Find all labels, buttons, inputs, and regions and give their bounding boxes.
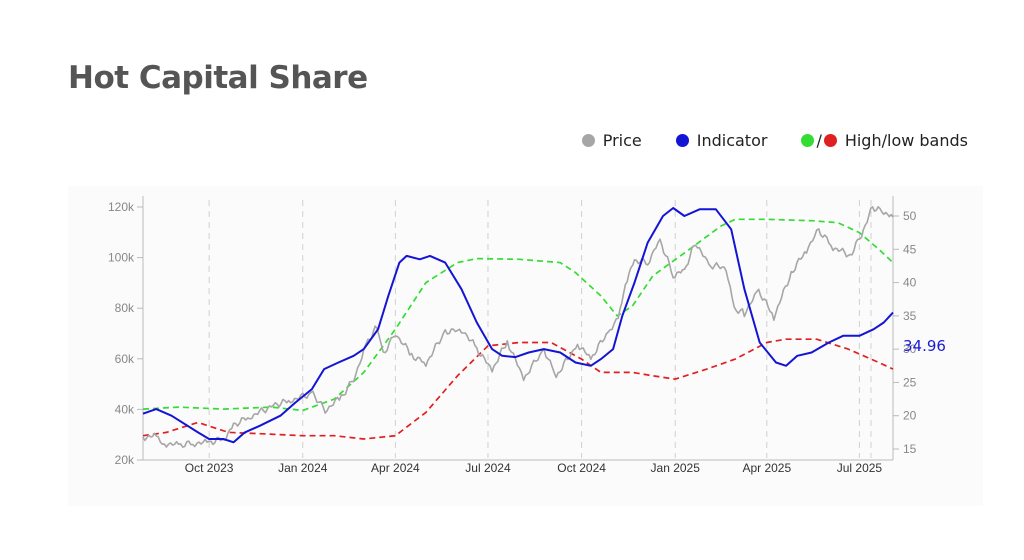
low-band-dot-icon [823,134,837,147]
page-title: Hot Capital Share [68,60,368,96]
series-line-high-band [142,218,894,412]
chart-panel [68,186,983,506]
y-right-tick-label: 50 [903,209,917,223]
legend-price-label: Price [602,131,642,150]
series-line-price [142,206,894,448]
y-right-tick-label: 45 [903,242,917,256]
price-dot-icon [581,134,595,147]
series-line-indicator [142,207,894,444]
high-band-dot-icon [801,134,815,147]
y-left-tick-label: 40k [115,402,135,416]
legend-bands-label: High/low bands [844,131,968,150]
y-left-tick-label: 100k [108,251,135,265]
legend-indicator-label: Indicator [696,131,768,150]
y-left-tick-label: 60k [115,352,135,366]
legend-price[interactable]: Price [581,131,642,150]
y-right-tick-label: 15 [903,442,917,456]
series-line-low-band [142,338,894,440]
x-tick-label: Jan 2024 [278,461,328,475]
legend-bands[interactable]: / High/low bands [801,131,968,150]
x-tick-label: Apr 2024 [371,461,420,475]
chart-grid [208,200,872,458]
y-left-tick-label: 80k [115,301,135,315]
y-right-tick-label: 35 [903,309,917,323]
x-tick-label: Apr 2025 [742,461,791,475]
chart-labels: Oct 2023 Jan 2024 Apr 2024 Jul 2024 Oct 2024… [108,200,946,475]
legend-bands-separator: / [816,131,822,150]
chart-series [142,206,894,448]
last-value-label: 34.96 [903,337,946,355]
y-left-tick-label: 20k [115,453,135,467]
y-right-tick-label: 20 [903,409,917,423]
x-tick-label: Jan 2025 [651,461,701,475]
chart-axes [137,196,899,461]
y-right-tick-label: 30 [903,342,917,356]
chart-legend: Price Indicator / High/low bands [548,131,968,150]
indicator-dot-icon [675,134,689,147]
y-left-tick-label: 120k [108,200,135,214]
y-right-tick-label: 25 [903,375,917,389]
x-tick-label: Oct 2024 [557,461,606,475]
legend-indicator[interactable]: Indicator [675,131,768,150]
x-tick-label: Oct 2023 [185,461,234,475]
x-tick-label: Jul 2025 [837,461,883,475]
x-tick-label: Jul 2024 [465,461,511,475]
y-right-tick-label: 40 [903,276,917,290]
